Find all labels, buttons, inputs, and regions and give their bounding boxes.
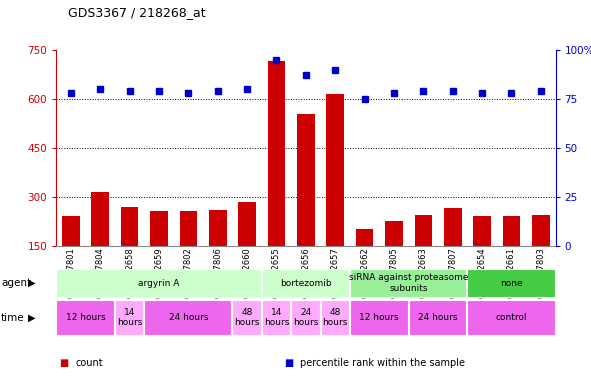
Text: count: count — [76, 358, 103, 368]
Bar — [320, 300, 350, 336]
Text: siRNA against proteasome
subunits: siRNA against proteasome subunits — [349, 273, 469, 293]
Bar — [92, 192, 109, 295]
Bar — [268, 61, 285, 295]
Bar — [350, 300, 408, 336]
Bar — [503, 217, 520, 295]
Bar — [532, 215, 550, 295]
Text: GDS3367 / 218268_at: GDS3367 / 218268_at — [68, 6, 206, 19]
Text: 48
hours: 48 hours — [235, 308, 260, 328]
Bar — [297, 114, 314, 295]
Text: 12 hours: 12 hours — [359, 313, 399, 322]
Text: argyrin A: argyrin A — [138, 279, 180, 288]
Text: 24 hours: 24 hours — [168, 313, 208, 322]
Bar — [56, 300, 115, 336]
Bar — [180, 212, 197, 295]
Text: 14
hours: 14 hours — [117, 308, 142, 328]
Bar — [232, 300, 262, 336]
Bar — [385, 221, 403, 295]
Text: control: control — [496, 313, 527, 322]
Bar — [467, 300, 556, 336]
Bar — [467, 269, 556, 298]
Text: bortezomib: bortezomib — [280, 279, 332, 288]
Text: ■: ■ — [59, 358, 69, 368]
Text: 12 hours: 12 hours — [66, 313, 105, 322]
Bar — [414, 215, 432, 295]
Bar — [56, 269, 262, 298]
Bar — [144, 300, 232, 336]
Bar — [444, 208, 462, 295]
Bar — [238, 202, 256, 295]
Text: ▶: ▶ — [28, 313, 36, 323]
Bar — [326, 94, 344, 295]
Bar — [291, 300, 320, 336]
Bar — [62, 217, 80, 295]
Text: none: none — [500, 279, 523, 288]
Bar — [115, 300, 144, 336]
Bar — [350, 269, 467, 298]
Text: ▶: ▶ — [28, 278, 36, 288]
Bar — [262, 300, 291, 336]
Bar — [209, 210, 226, 295]
Text: agent: agent — [1, 278, 31, 288]
Bar — [356, 230, 374, 295]
Bar — [150, 212, 168, 295]
Bar — [473, 217, 491, 295]
Bar — [121, 207, 138, 295]
Text: percentile rank within the sample: percentile rank within the sample — [300, 358, 465, 368]
Bar — [262, 269, 350, 298]
Text: 24
hours: 24 hours — [293, 308, 319, 328]
Text: 14
hours: 14 hours — [264, 308, 289, 328]
Text: 24 hours: 24 hours — [418, 313, 458, 322]
Text: time: time — [1, 313, 25, 323]
Text: 48
hours: 48 hours — [323, 308, 348, 328]
Bar — [408, 300, 467, 336]
Text: ■: ■ — [284, 358, 293, 368]
